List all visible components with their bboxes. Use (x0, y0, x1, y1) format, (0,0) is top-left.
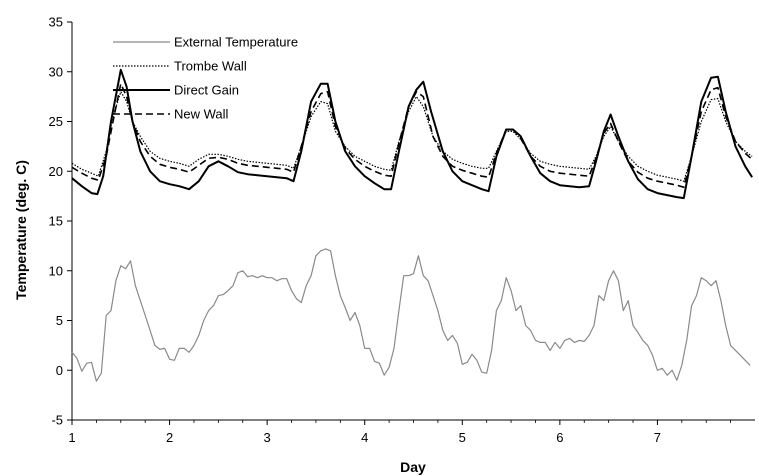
y-tick-label: 20 (49, 164, 63, 179)
series-line-external-temperature (71, 248, 751, 382)
y-tick-label: 15 (49, 214, 63, 229)
x-tick-label: 2 (166, 430, 173, 445)
y-tick-label: 10 (49, 263, 63, 278)
legend-label: Trombe Wall (174, 59, 247, 74)
x-tick-label: 4 (361, 430, 368, 445)
x-tick-label: 6 (556, 430, 563, 445)
legend-label: New Wall (174, 107, 229, 122)
legend-label: Direct Gain (174, 83, 239, 98)
x-tick-label: 5 (459, 430, 466, 445)
x-tick-label: 7 (654, 430, 661, 445)
y-tick-label: -5 (51, 413, 63, 428)
legend: External Temperature Trombe Wall Direct Ga… (113, 35, 298, 122)
x-tick-label: 3 (264, 430, 271, 445)
series-line-trombe-wall (71, 91, 753, 182)
series-layer (71, 68, 753, 382)
y-tick-label: 30 (49, 64, 63, 79)
y-axis-title: Temperature (deg. C) (13, 160, 29, 300)
series-line-direct-gain (71, 68, 753, 200)
plot-axes: -5 0 5 10 15 20 25 30 35 1 2 3 4 5 6 7 (49, 15, 755, 445)
y-tick-label: 25 (49, 114, 63, 129)
y-tick-label: 0 (56, 363, 63, 378)
y-tick-label: 5 (56, 313, 63, 328)
series-line-new-wall (71, 82, 753, 188)
x-tick-label: 1 (68, 430, 75, 445)
x-axis-title: Day (400, 459, 426, 475)
legend-label: External Temperature (174, 35, 298, 50)
y-tick-label: 35 (49, 15, 63, 30)
